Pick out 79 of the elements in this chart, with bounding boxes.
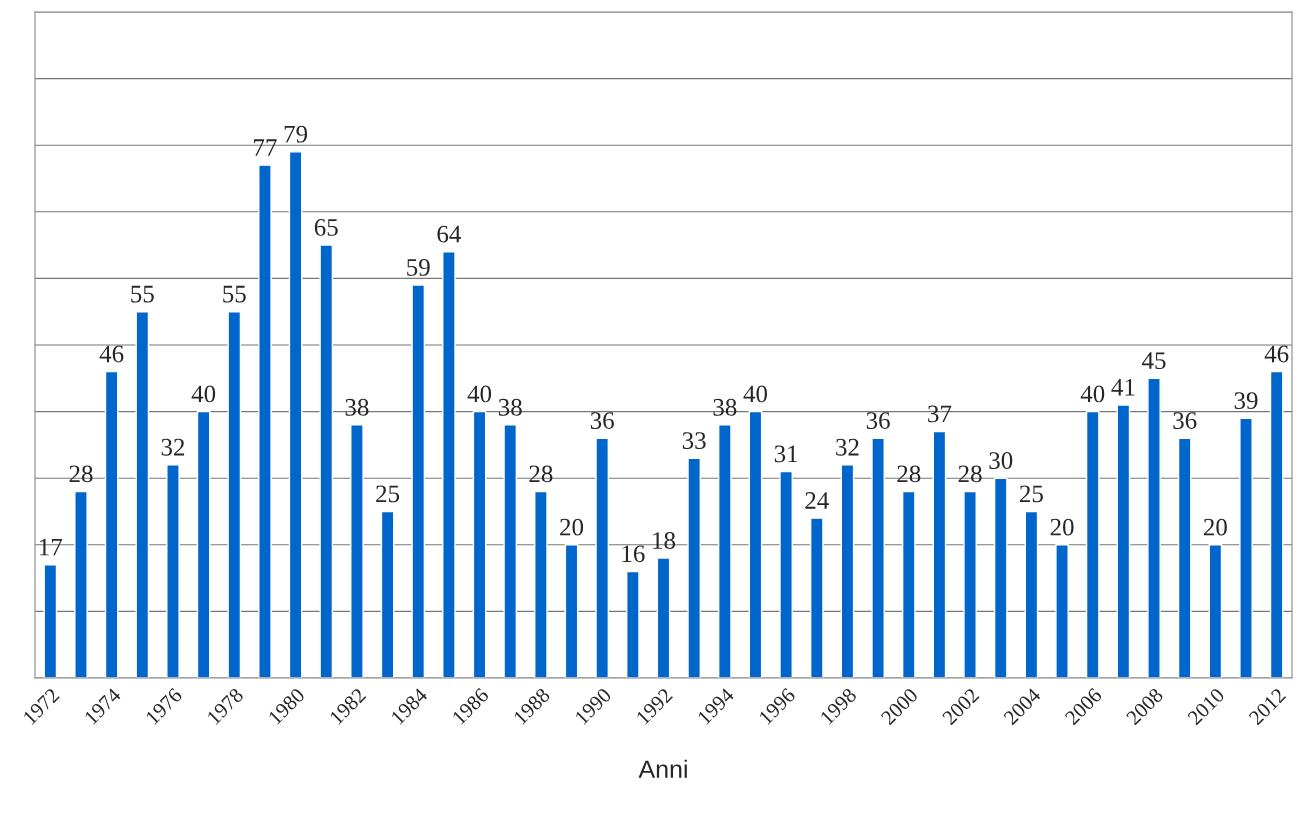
x-axis-title: Anni [638, 759, 687, 778]
bar [534, 490, 548, 678]
data-label: 40 [743, 385, 768, 403]
data-label: 16 [622, 545, 645, 563]
bar [748, 410, 763, 678]
data-label: 40 [1080, 385, 1105, 403]
data-label: 46 [99, 345, 124, 363]
data-label: 20 [1203, 518, 1227, 536]
data-label: 28 [69, 465, 93, 483]
data-label: 31 [774, 445, 798, 463]
data-label: 65 [314, 219, 338, 236]
data-label: 25 [376, 485, 400, 503]
data-label: 28 [529, 465, 553, 483]
bar [380, 510, 395, 678]
data-label: 64 [437, 225, 461, 243]
data-label: 59 [407, 259, 430, 276]
data-label: 33 [682, 432, 706, 449]
bar [809, 517, 824, 678]
bar [901, 490, 916, 678]
data-label: 39 [1234, 392, 1258, 410]
data-label: 25 [1020, 485, 1043, 503]
bar [472, 410, 487, 678]
data-label: 36 [1173, 412, 1197, 429]
bar [503, 424, 518, 678]
data-label: 40 [191, 385, 216, 403]
data-label: 79 [284, 125, 308, 143]
bar [871, 437, 885, 678]
data-label: 36 [590, 412, 614, 429]
data-label: 28 [958, 465, 982, 483]
bar [1177, 437, 1192, 678]
data-label: 20 [560, 518, 584, 536]
data-label: 36 [866, 412, 890, 429]
bar [779, 470, 793, 678]
bar [166, 464, 180, 678]
bar [717, 424, 732, 678]
bar [1208, 544, 1223, 678]
bar [319, 244, 334, 678]
data-label: 77 [254, 139, 277, 156]
bar [687, 457, 701, 678]
bar [411, 284, 426, 678]
bar [258, 164, 272, 678]
data-label: 40 [467, 385, 492, 403]
data-label: 32 [836, 438, 859, 456]
data-label: 46 [1264, 345, 1289, 363]
bar [626, 570, 640, 678]
bar [288, 151, 303, 678]
bar [74, 490, 88, 678]
bar [1085, 410, 1100, 678]
data-label: 32 [161, 438, 185, 456]
data-label: 18 [653, 532, 676, 549]
bar [442, 251, 456, 678]
data-label: 30 [989, 452, 1013, 469]
bar [227, 311, 242, 678]
data-label: 28 [897, 465, 921, 483]
bar [1269, 370, 1284, 678]
bar [963, 490, 977, 678]
bar [196, 410, 211, 678]
bar [993, 477, 1008, 678]
bar [840, 464, 855, 678]
bar [1239, 417, 1253, 678]
bar [1024, 510, 1039, 678]
bar [595, 437, 610, 678]
bar [135, 311, 150, 678]
data-label: 20 [1050, 518, 1074, 536]
bar [1055, 544, 1069, 678]
bar [932, 430, 947, 678]
data-label: 17 [40, 538, 63, 556]
bar [564, 544, 579, 678]
bar [656, 557, 671, 678]
data-label: 55 [131, 285, 154, 303]
bar [350, 424, 364, 678]
bar [43, 564, 58, 678]
bar [104, 370, 119, 678]
bar [1116, 404, 1131, 678]
data-label: 45 [1142, 352, 1166, 370]
data-label: 24 [805, 492, 829, 509]
data-label: 55 [223, 285, 246, 303]
bar [1147, 377, 1161, 678]
data-label: 41 [1111, 378, 1135, 396]
